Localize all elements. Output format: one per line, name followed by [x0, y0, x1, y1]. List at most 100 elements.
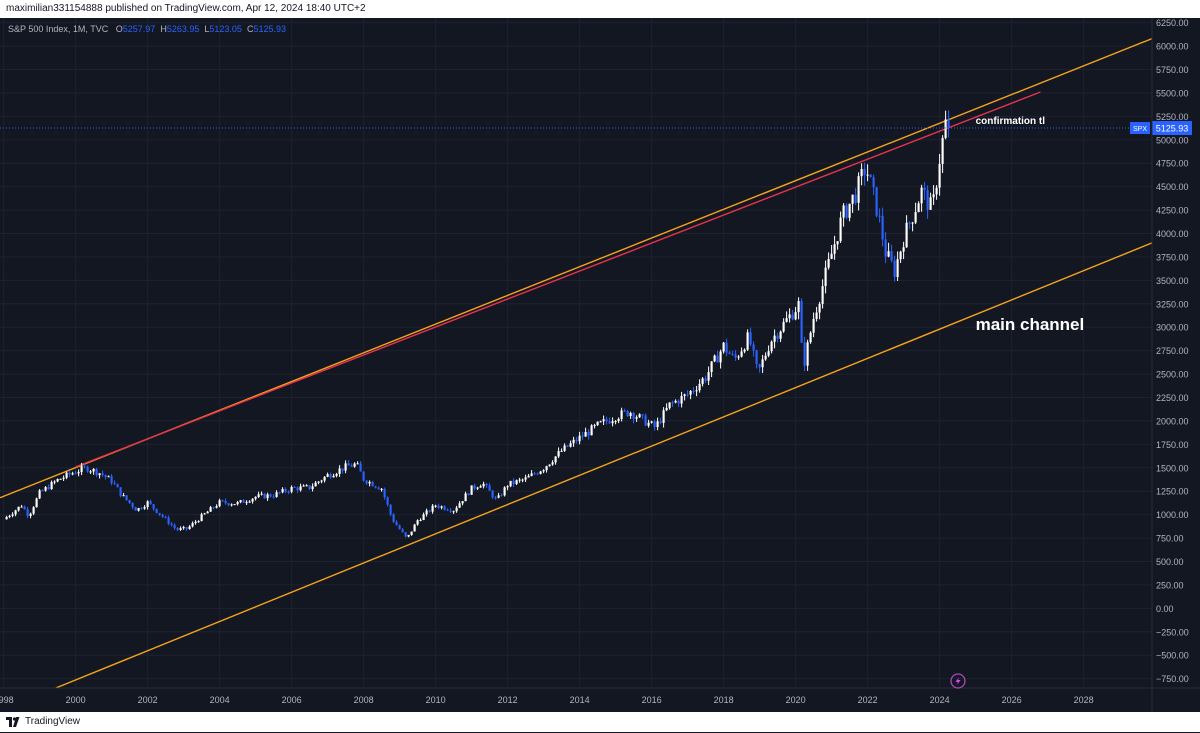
candle-body — [467, 493, 470, 495]
x-tick-label: 2028 — [1074, 695, 1094, 705]
candle-body — [668, 402, 671, 408]
candle-body — [263, 493, 266, 499]
candle-body — [545, 466, 548, 471]
candle-body — [359, 463, 362, 472]
candle-body — [500, 495, 503, 497]
candle-body — [947, 119, 950, 129]
candle-body — [641, 414, 644, 416]
candle-body — [62, 477, 65, 479]
price-tag-symbol: SPX — [1133, 126, 1147, 133]
candle-body — [200, 514, 203, 522]
candle-body — [587, 431, 590, 436]
candle-body — [218, 500, 221, 507]
candle-body — [767, 351, 770, 356]
x-tick-label: 2012 — [498, 695, 518, 705]
candle-body — [479, 486, 482, 488]
price-tag-value: 5125.93 — [1156, 124, 1189, 134]
x-tick-label: 2004 — [210, 695, 230, 705]
candle-body — [326, 474, 329, 477]
candle-body — [236, 502, 239, 505]
candle-body — [188, 526, 191, 529]
candle-body — [134, 507, 137, 511]
y-tick-label: 4250.00 — [1156, 206, 1189, 216]
candle-body — [323, 476, 326, 481]
y-tick-label: 250.00 — [1156, 580, 1184, 590]
candle-body — [101, 473, 104, 475]
candle-body — [386, 497, 389, 505]
candle-body — [293, 486, 296, 488]
candle-body — [248, 501, 251, 503]
y-tick-label: 3250.00 — [1156, 299, 1189, 309]
candle-body — [908, 222, 911, 224]
candle-body — [923, 187, 926, 191]
lightning-icon[interactable] — [950, 673, 966, 689]
candle-body — [593, 425, 596, 427]
publisher-bar: maximilian331154888 published on Trading… — [0, 0, 1200, 18]
candle-body — [395, 522, 398, 526]
candle-body — [830, 253, 833, 259]
candle-body — [710, 361, 713, 373]
candle-body — [803, 342, 806, 366]
candle-body — [554, 456, 557, 463]
legend-close: 5125.93 — [253, 24, 287, 34]
candle-body — [122, 495, 125, 497]
x-tick-label: 2018 — [714, 695, 734, 705]
candle-body — [725, 342, 728, 353]
candle-body — [896, 259, 899, 277]
candle-body — [482, 483, 485, 487]
candle-body — [548, 464, 551, 467]
candle-body — [713, 355, 716, 362]
candle-body — [902, 247, 905, 252]
candle-body — [251, 498, 254, 502]
trend-lines — [0, 37, 1153, 689]
candle-body — [659, 421, 662, 423]
candle-body — [746, 332, 749, 350]
candle-body — [578, 435, 581, 442]
candle-body — [716, 355, 719, 363]
trend-line — [55, 242, 1153, 689]
candle-body — [779, 331, 782, 339]
price-line-group: SPX 5125.93 — [0, 121, 1192, 136]
candle-body — [473, 485, 476, 489]
candle-body — [740, 351, 743, 357]
candle-body — [815, 312, 818, 319]
x-tick-label: 2010 — [426, 695, 446, 705]
candle-body — [806, 342, 809, 366]
candle-body — [515, 480, 518, 484]
candle-body — [26, 509, 29, 516]
candle-body — [812, 318, 815, 333]
x-tick-label: 2000 — [66, 695, 86, 705]
candle-body — [278, 492, 281, 494]
candle-body — [434, 505, 437, 507]
candle-body — [506, 486, 509, 488]
y-tick-label: 6250.00 — [1156, 18, 1189, 28]
y-tick-label: −750.00 — [1156, 674, 1189, 684]
x-tick-label: 2020 — [786, 695, 806, 705]
candle-body — [104, 474, 107, 477]
candle-body — [536, 473, 539, 475]
candle-body — [629, 412, 632, 417]
candle-body — [125, 495, 128, 501]
price-chart[interactable]: SPX 5125.93 6250.00 6000.00 5750.00 5500.00 5… — [0, 18, 1200, 712]
y-tick-label: 4750.00 — [1156, 159, 1189, 169]
candle-body — [173, 525, 176, 529]
candle-body — [848, 203, 851, 218]
candle-body — [179, 528, 182, 530]
axes: 6250.00 6000.00 5750.00 5500.00 5250.00 5000.… — [0, 18, 1200, 712]
candle-body — [773, 335, 776, 342]
y-tick-label: 1750.00 — [1156, 440, 1189, 450]
trend-line — [75, 91, 1041, 468]
candle-body — [155, 508, 158, 513]
candle-body — [524, 477, 527, 480]
candle-body — [110, 476, 113, 484]
candle-body — [530, 473, 533, 476]
candle-body — [470, 485, 473, 495]
tradingview-logo-icon — [6, 717, 20, 727]
candle-body — [131, 502, 134, 508]
candle-body — [488, 485, 491, 491]
candle-body — [890, 251, 893, 261]
candle-body — [281, 488, 284, 493]
candle-body — [527, 475, 530, 478]
candle-body — [446, 509, 449, 511]
candle-body — [893, 260, 896, 277]
